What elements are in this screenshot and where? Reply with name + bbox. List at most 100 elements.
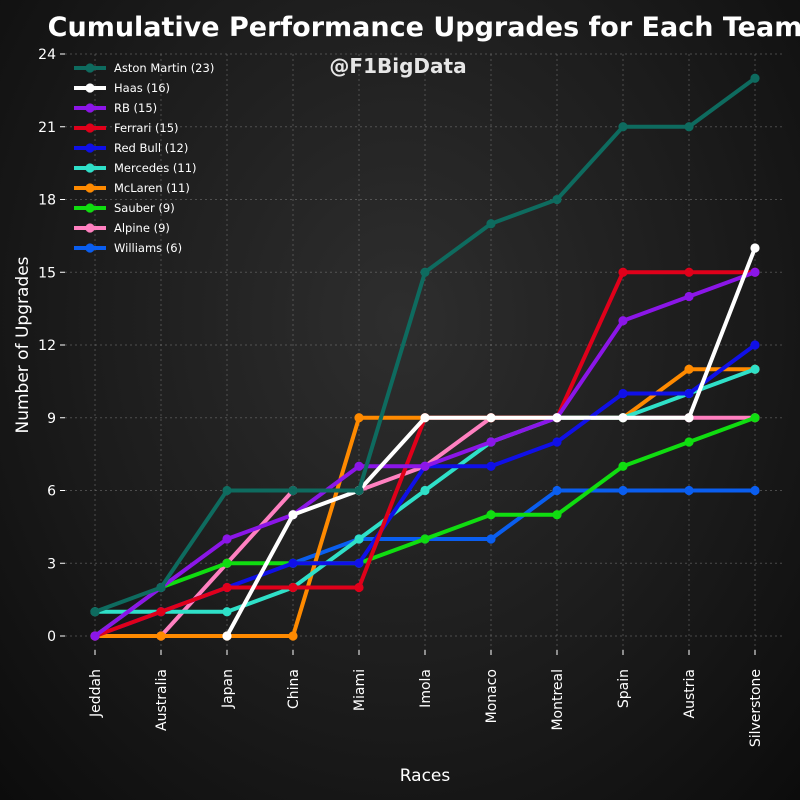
data-point: [750, 364, 760, 374]
data-point: [222, 534, 232, 544]
data-point: [618, 413, 628, 423]
data-point: [486, 461, 496, 471]
legend-item: RB (15): [74, 101, 157, 115]
legend-item: Sauber (9): [74, 201, 175, 215]
data-point: [684, 267, 694, 277]
series-7: [90, 413, 760, 641]
legend-label: Aston Martin (23): [114, 61, 214, 75]
legend-item: Mercedes (11): [74, 161, 197, 175]
data-point: [684, 291, 694, 302]
data-point: [684, 437, 694, 447]
y-tick-label: 18: [38, 193, 56, 209]
data-point: [420, 461, 430, 471]
data-point: [618, 461, 628, 471]
legend-label: Red Bull (12): [114, 141, 188, 155]
x-tick-label: Austria: [682, 669, 698, 718]
data-point: [552, 437, 562, 447]
y-axis-label: Number of Upgrades: [13, 256, 33, 433]
y-tick-label: 21: [38, 120, 56, 136]
x-tick-label: Jeddah: [88, 669, 104, 718]
watermark: @F1BigData: [329, 54, 466, 78]
data-point: [354, 413, 364, 423]
legend-swatch-marker: [85, 103, 95, 113]
data-point: [156, 607, 166, 617]
legend-item: Red Bull (12): [74, 141, 188, 155]
data-point: [618, 122, 628, 132]
x-tick-label: Imola: [418, 669, 434, 708]
data-point: [354, 558, 364, 568]
y-tick-label: 6: [47, 484, 56, 500]
data-point: [288, 558, 298, 568]
series-0: [90, 73, 760, 617]
legend-label: McLaren (11): [114, 181, 190, 195]
legend-swatch-marker: [85, 223, 95, 233]
data-point: [90, 631, 100, 641]
chart-title: Cumulative Performance Upgrades for Each…: [48, 12, 800, 43]
data-point: [156, 582, 166, 593]
data-point: [486, 413, 496, 423]
data-point: [552, 413, 562, 423]
data-point: [684, 122, 694, 132]
legend-item: Haas (16): [74, 81, 170, 95]
series-8: [90, 413, 760, 641]
legend-swatch-marker: [85, 203, 95, 213]
legend-item: McLaren (11): [74, 181, 190, 195]
legend-item: Aston Martin (23): [74, 61, 214, 75]
data-point: [684, 364, 694, 374]
data-point: [222, 631, 232, 641]
data-point: [222, 485, 232, 496]
legend-swatch-marker: [85, 183, 95, 193]
data-point: [684, 485, 694, 496]
x-axis-label: Races: [400, 766, 451, 786]
y-axis-ticks: 0 3 6 9 12 15 18 21 24: [38, 47, 65, 645]
data-point: [552, 194, 562, 205]
data-point: [618, 316, 628, 326]
legend-label: Alpine (9): [114, 221, 170, 235]
data-point: [552, 485, 562, 496]
y-tick-label: 15: [38, 265, 56, 281]
data-point: [618, 485, 628, 496]
x-axis-ticks: Jeddah Australia Japan China Miami Imola Monac…: [88, 650, 764, 747]
y-tick-label: 9: [47, 411, 56, 427]
y-tick-label: 12: [38, 338, 56, 354]
data-point: [486, 534, 496, 544]
x-tick-label: Silverstone: [748, 669, 764, 747]
legend-label: Haas (16): [114, 81, 170, 95]
data-point: [288, 510, 298, 520]
x-tick-label: Australia: [154, 669, 170, 731]
x-tick-label: China: [286, 669, 302, 709]
data-point: [486, 219, 496, 229]
data-point: [618, 267, 628, 277]
data-point: [750, 243, 760, 253]
data-point: [354, 461, 364, 471]
x-tick-label: Miami: [352, 669, 368, 711]
data-point: [486, 437, 496, 447]
series-line: [291, 488, 757, 566]
data-point: [552, 510, 562, 520]
series-lines: [90, 73, 760, 641]
x-tick-label: Montreal: [550, 669, 566, 731]
legend-label: Sauber (9): [114, 201, 175, 215]
legend-swatch-marker: [85, 163, 95, 173]
legend-swatch-marker: [85, 143, 95, 153]
y-tick-label: 3: [47, 556, 56, 572]
legend-label: Williams (6): [114, 241, 182, 255]
legend-label: Ferrari (15): [114, 121, 179, 135]
data-point: [222, 558, 232, 568]
legend: Aston Martin (23) Haas (16) RB (15) Ferrari…: [74, 61, 214, 255]
data-point: [222, 582, 232, 593]
data-point: [354, 534, 364, 544]
data-point: [750, 340, 760, 350]
data-point: [156, 631, 166, 641]
y-tick-label: 24: [38, 47, 56, 63]
data-point: [288, 582, 298, 593]
x-tick-label: Monaco: [484, 669, 500, 723]
legend-item: Alpine (9): [74, 221, 170, 235]
x-tick-label: Spain: [616, 669, 632, 708]
data-point: [420, 267, 430, 277]
legend-swatch-marker: [85, 243, 95, 253]
data-point: [354, 485, 364, 496]
legend-swatch-marker: [85, 123, 95, 133]
data-point: [222, 607, 232, 617]
